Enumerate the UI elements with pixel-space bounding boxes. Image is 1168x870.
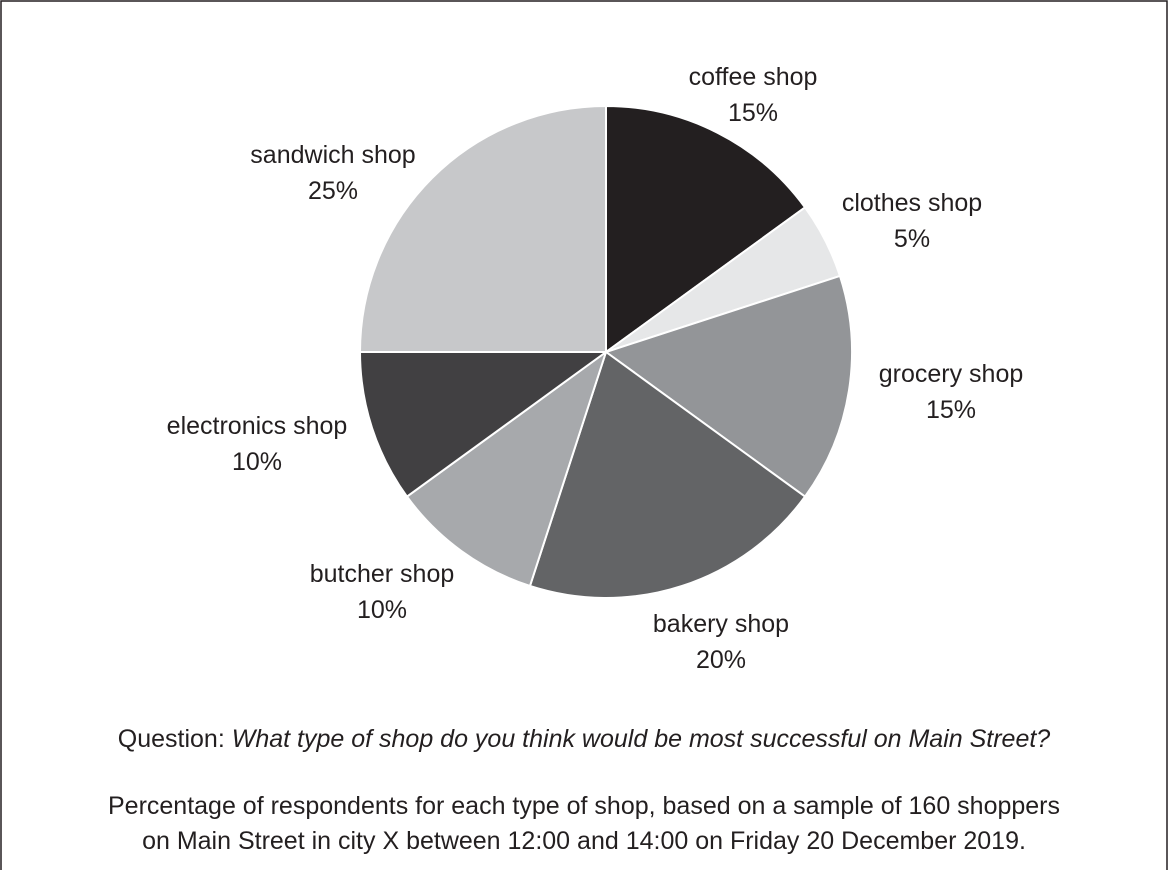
pie-slice-sandwich-shop bbox=[358, 104, 607, 353]
slice-value-butcher-shop: 10% bbox=[357, 596, 407, 624]
slice-value-grocery-shop: 15% bbox=[926, 396, 976, 424]
pie-slice-coffee-shop bbox=[605, 104, 807, 354]
slice-value-bakery-shop: 20% bbox=[696, 646, 746, 674]
slice-label-bakery-shop: bakery shop bbox=[653, 610, 789, 638]
slice-value-coffee-shop: 15% bbox=[728, 99, 778, 127]
pie-slice-grocery-shop bbox=[603, 274, 854, 498]
slice-label-electronics-shop: electronics shop bbox=[167, 412, 348, 440]
slice-value-sandwich-shop: 25% bbox=[308, 177, 358, 205]
slice-label-clothes-shop: clothes shop bbox=[842, 189, 982, 217]
slice-label-sandwich-shop: sandwich shop bbox=[250, 141, 415, 169]
slice-label-coffee-shop: coffee shop bbox=[689, 63, 818, 91]
slice-label-butcher-shop: butcher shop bbox=[310, 560, 455, 588]
caption-line-2: on Main Street in city X between 12:00 a… bbox=[142, 827, 1026, 855]
slice-value-electronics-shop: 10% bbox=[232, 448, 282, 476]
pie-slices bbox=[358, 104, 854, 600]
pie-slice-electronics-shop bbox=[358, 351, 610, 498]
pie-slice-bakery-shop bbox=[528, 350, 807, 600]
slice-value-clothes-shop: 5% bbox=[894, 225, 930, 253]
pie-chart: coffee shop 15% clothes shop 5% grocery shop… bbox=[167, 63, 1024, 674]
caption-line-1: Percentage of respondents for each type … bbox=[107, 792, 1061, 820]
question-text: Question: What type of shop do you think… bbox=[0, 724, 1168, 754]
question-prefix: Question: bbox=[117, 725, 232, 753]
chart-caption: Percentage of respondents for each type … bbox=[0, 789, 1168, 859]
slice-label-grocery-shop: grocery shop bbox=[879, 360, 1024, 388]
pie-labels: coffee shop 15% clothes shop 5% grocery shop… bbox=[167, 63, 1024, 674]
pie-slice-butcher-shop bbox=[405, 349, 608, 588]
question-body: What type of shop do you think would be … bbox=[231, 725, 1051, 753]
